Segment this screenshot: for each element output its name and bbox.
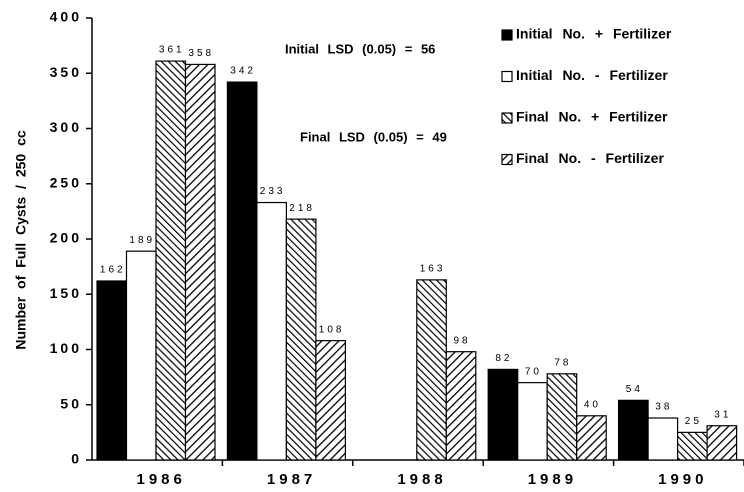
data-label: 31 [714,409,731,420]
legend-label: Initial No. + Fertilizer [516,26,672,42]
data-label: 189 [129,235,155,246]
data-label: 361 [159,45,185,56]
x-tick-label: 1989 [528,471,577,488]
y-tick-label: 0 [71,451,82,467]
bar [226,81,258,461]
bar [155,60,187,461]
data-label: 40 [584,399,601,410]
bar [546,373,578,461]
bar [706,425,738,461]
y-tick-label: 100 [50,340,82,356]
legend-swatch [501,153,513,166]
legend-swatch [501,112,513,124]
data-label: 82 [495,353,512,364]
legend-swatch [501,29,513,41]
data-label: 163 [420,264,446,275]
data-label: 233 [260,186,286,197]
y-tick-label: 50 [60,395,82,411]
y-tick-label: 400 [50,9,82,25]
bar [517,382,548,461]
bar [125,250,157,461]
y-tick-label: 300 [50,119,82,135]
data-label: 218 [289,203,315,214]
y-tick-label: 350 [50,64,82,80]
bar [285,218,317,461]
annotation: Initial LSD (0.05) = 56 [285,41,435,56]
y-axis-label: Number of Full Cysts / 250 cc [13,130,29,349]
bar [576,415,607,461]
annotation: Final LSD (0.05) = 49 [300,129,447,144]
x-tick-label: 1990 [658,471,707,488]
data-label: 54 [626,384,643,395]
bar [184,63,216,461]
legend-label: Final No. - Fertilizer [516,150,664,166]
data-label: 70 [525,366,542,377]
legend-swatch [501,70,513,83]
data-label: 25 [685,416,702,427]
bar [487,368,519,461]
data-label: 108 [319,324,345,335]
bar [445,351,477,461]
data-label: 358 [188,48,214,59]
y-tick-label: 150 [50,285,82,301]
y-tick-label: 250 [50,174,82,190]
legend-label: Initial No. - Fertilizer [516,67,668,83]
data-label: 98 [453,335,470,346]
bar [96,280,128,461]
bar [315,340,346,461]
data-label: 38 [655,402,672,413]
bar [256,201,287,461]
data-label: 162 [100,265,126,276]
x-tick-label: 1987 [267,471,316,488]
legend-label: Final No. + Fertilizer [516,109,668,125]
bar [647,417,679,461]
x-tick-label: 1986 [137,471,186,488]
y-tick-label: 200 [50,230,82,246]
data-label: 78 [554,357,571,368]
bar [617,399,649,461]
bar [676,431,708,461]
data-label: 342 [230,66,256,77]
x-tick-label: 1988 [397,471,446,488]
bar [416,279,447,461]
